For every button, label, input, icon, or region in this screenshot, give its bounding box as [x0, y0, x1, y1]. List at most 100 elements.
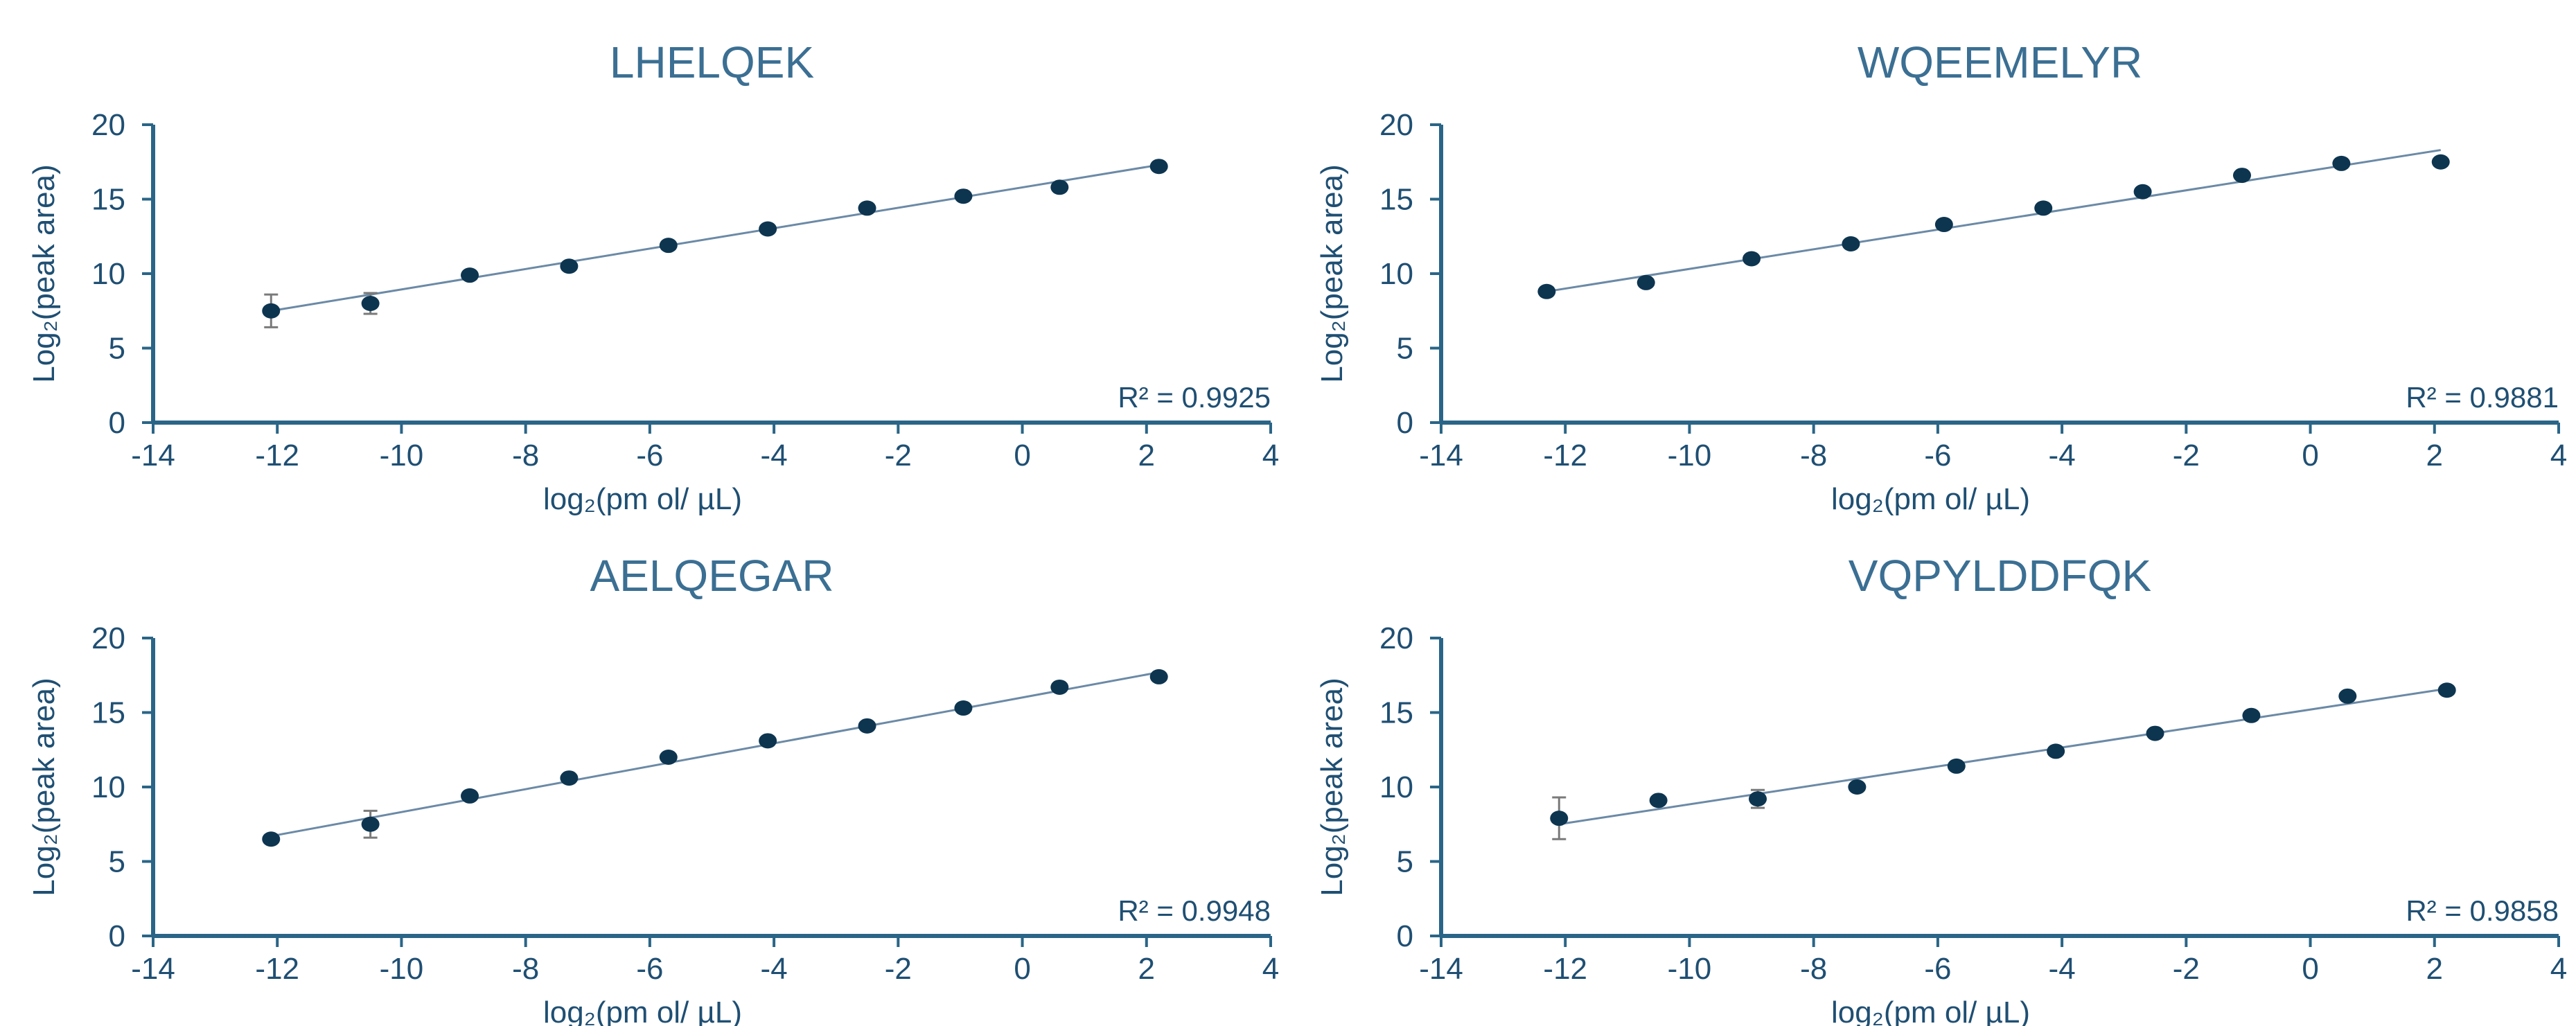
y-tick-label: 0 — [1397, 406, 1413, 440]
x-tick-label: -6 — [1924, 952, 1951, 986]
x-tick-label: -10 — [380, 952, 424, 986]
data-point — [1149, 159, 1168, 175]
x-axis-label: log₂(pm ol/ µL) — [1831, 482, 2030, 516]
y-tick-label: 0 — [1397, 919, 1413, 953]
regression-line — [270, 671, 1159, 838]
r-squared-label: R² = 0.9925 — [1118, 381, 1271, 414]
data-point — [954, 188, 973, 204]
data-point — [1934, 217, 1953, 233]
y-axis-label: Log₂(peak area) — [1315, 678, 1349, 896]
y-tick-label: 15 — [91, 183, 125, 217]
data-point — [262, 303, 281, 319]
x-tick-label: -14 — [131, 952, 175, 986]
y-tick-label: 10 — [1379, 770, 1413, 804]
x-tick-label: 4 — [2550, 439, 2567, 472]
x-tick-label: -4 — [761, 439, 788, 472]
y-tick-label: 5 — [109, 845, 125, 879]
data-point — [759, 733, 777, 749]
y-tick-label: 20 — [91, 108, 125, 142]
x-tick-label: -12 — [255, 439, 299, 472]
data-point — [2431, 154, 2450, 170]
x-tick-label: -12 — [1543, 439, 1587, 472]
x-tick-label: -2 — [885, 952, 912, 986]
data-point — [2437, 682, 2456, 698]
data-point — [2338, 688, 2357, 704]
chart-title: LHELQEK — [610, 37, 814, 87]
data-point — [1743, 251, 1761, 267]
x-axis-label: log₂(pm ol/ µL) — [1831, 996, 2030, 1026]
data-point — [858, 200, 876, 216]
y-tick-label: 5 — [109, 332, 125, 366]
data-point — [1050, 179, 1069, 195]
x-axis-label: log₂(pm ol/ µL) — [543, 482, 742, 516]
r-squared-label: R² = 0.9858 — [2406, 894, 2559, 927]
r-squared-label: R² = 0.9948 — [1118, 894, 1271, 927]
x-tick-label: 4 — [1262, 952, 1279, 986]
data-point — [1749, 791, 1767, 807]
data-point — [759, 221, 777, 237]
y-tick-label: 20 — [1379, 621, 1413, 655]
chart-svg: LHELQEK -14 -12 -10 -8 -6 -4 -2 0 2 4 0 5 10 15 20 log₂(… — [27, 37, 1279, 516]
data-point — [262, 831, 281, 847]
data-point — [1649, 793, 1668, 808]
x-tick-label: 0 — [1014, 439, 1030, 472]
x-tick-label: 4 — [1262, 439, 1279, 472]
data-point — [2332, 155, 2351, 171]
x-tick-label: -8 — [1800, 952, 1827, 986]
y-tick-label: 15 — [91, 696, 125, 730]
y-tick-label: 0 — [109, 406, 125, 440]
y-tick-label: 5 — [1397, 845, 1413, 879]
x-tick-label: -14 — [131, 439, 175, 472]
x-tick-label: -8 — [1800, 439, 1827, 472]
x-tick-label: -4 — [2049, 439, 2076, 472]
y-axis-label: Log₂(peak area) — [27, 164, 61, 383]
data-point — [2232, 168, 2251, 184]
chart-svg: WQEEMELYR -14 -12 -10 -8 -6 -4 -2 0 2 4 0 5 10 15 20 log… — [1315, 37, 2567, 516]
data-point — [659, 750, 678, 765]
chart-panel-wqeemelyr: WQEEMELYR -14 -12 -10 -8 -6 -4 -2 0 2 4 0 5 10 15 20 log… — [1288, 0, 2576, 516]
chart-title: WQEEMELYR — [1858, 37, 2142, 87]
x-tick-label: -10 — [380, 439, 424, 472]
data-point — [858, 718, 876, 734]
x-tick-label: 0 — [2302, 952, 2318, 986]
x-tick-label: 2 — [1138, 952, 1155, 986]
x-tick-label: -12 — [255, 952, 299, 986]
x-tick-label: 0 — [2302, 439, 2318, 472]
data-point — [1537, 283, 1556, 299]
y-tick-label: 20 — [1379, 108, 1413, 142]
chart-svg: VQPYLDDFQK -14 -12 -10 -8 -6 -4 -2 0 2 4 0 5 10 15 20 lo… — [1315, 551, 2567, 1026]
x-tick-label: -8 — [512, 439, 539, 472]
y-tick-label: 5 — [1397, 332, 1413, 366]
x-tick-label: 0 — [1014, 952, 1030, 986]
data-point — [659, 238, 678, 254]
regression-line — [1546, 149, 2441, 293]
chart-panel-aelqegar: AELQEGAR -14 -12 -10 -8 -6 -4 -2 0 2 4 0 5 10 15 20 log₂… — [0, 513, 1288, 1026]
x-tick-label: -12 — [1543, 952, 1587, 986]
x-tick-label: -2 — [2173, 952, 2200, 986]
data-point — [2146, 725, 2164, 741]
x-axis-label: log₂(pm ol/ µL) — [543, 996, 742, 1026]
chart-svg: AELQEGAR -14 -12 -10 -8 -6 -4 -2 0 2 4 0 5 10 15 20 log₂… — [27, 551, 1279, 1026]
y-tick-label: 0 — [109, 919, 125, 953]
x-tick-label: -10 — [1668, 439, 1712, 472]
chart-panel-lhelqek: LHELQEK -14 -12 -10 -8 -6 -4 -2 0 2 4 0 5 10 15 20 log₂(… — [0, 0, 1288, 516]
r-squared-label: R² = 0.9881 — [2406, 381, 2559, 414]
data-point — [1637, 274, 1655, 290]
data-point — [1947, 758, 1966, 774]
y-tick-label: 10 — [1379, 257, 1413, 291]
y-axis-label: Log₂(peak area) — [27, 678, 61, 896]
data-point — [1550, 811, 1569, 826]
data-point — [2047, 743, 2065, 759]
data-point — [461, 788, 479, 804]
x-tick-label: 2 — [2426, 439, 2443, 472]
data-point — [560, 770, 579, 786]
x-tick-label: 2 — [2426, 952, 2443, 986]
y-tick-label: 20 — [91, 621, 125, 655]
y-axis-label: Log₂(peak area) — [1315, 164, 1349, 383]
x-tick-label: -2 — [2173, 439, 2200, 472]
data-point — [2034, 200, 2053, 216]
x-tick-label: -10 — [1668, 952, 1712, 986]
chart-title: VQPYLDDFQK — [1849, 551, 2151, 601]
x-tick-label: -6 — [1924, 439, 1951, 472]
